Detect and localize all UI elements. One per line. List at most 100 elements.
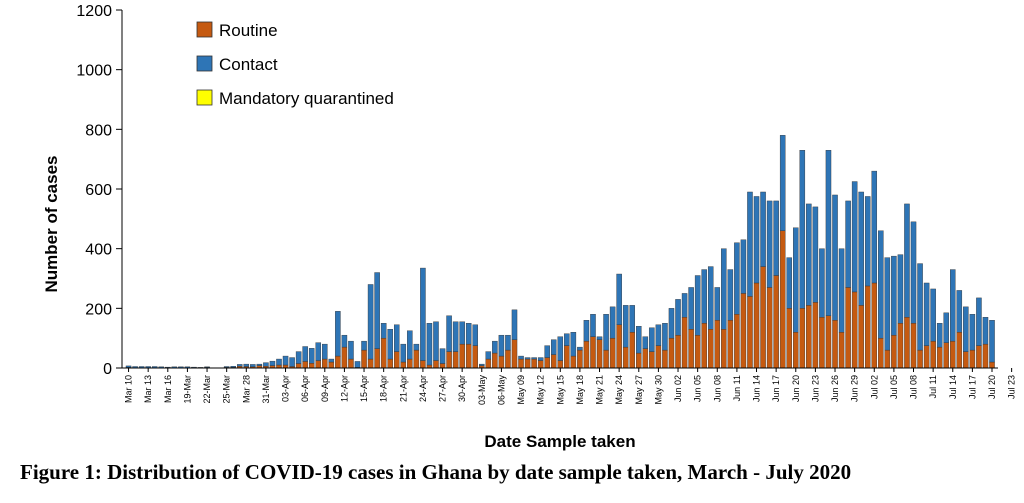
bar-segment-contact xyxy=(341,334,348,348)
bar-segment-routine xyxy=(969,349,976,369)
bar-segment-contact xyxy=(707,266,714,330)
bar-segment-routine xyxy=(413,349,420,369)
bar-segment-routine xyxy=(518,358,524,369)
x-tick-label: 06-Apr xyxy=(300,375,310,402)
bar-segment-contact xyxy=(596,336,603,340)
bar-segment-contact xyxy=(564,333,570,346)
bar-segment-contact xyxy=(982,317,989,345)
bar-segment-contact xyxy=(472,324,478,346)
bar-segment-routine xyxy=(452,351,459,369)
bar-segment-routine xyxy=(400,361,407,369)
bar-segment-contact xyxy=(492,340,498,354)
bar-segment-routine xyxy=(472,345,478,369)
bar-segment-routine xyxy=(740,293,747,369)
x-tick-label: Jun 29 xyxy=(850,375,860,402)
bar-segment-contact xyxy=(675,299,681,336)
bar-segment-contact xyxy=(570,332,577,357)
bar-segment-contact xyxy=(950,269,956,342)
bar-segment-routine xyxy=(459,343,465,369)
bar-segment-contact xyxy=(734,242,740,315)
bar-segment-contact xyxy=(367,284,374,360)
bar-segment-routine xyxy=(701,323,707,369)
legend: Routine Contact Mandatory quarantined xyxy=(196,21,394,108)
x-axis: Mar 10 Mar 13 Mar 16 19-Mar 22-Mar 25-Mar Mar … xyxy=(122,367,1017,405)
bar-segment-routine xyxy=(348,358,354,369)
bar-segment-contact xyxy=(583,320,590,342)
bar-segment-routine xyxy=(858,305,864,369)
bar-segment-contact xyxy=(976,297,982,346)
bar-segment-contact xyxy=(649,327,655,352)
bar-segment-contact xyxy=(936,323,943,348)
y-tick-label: 600 xyxy=(85,182,112,199)
bar-segment-routine xyxy=(596,339,603,369)
y-tick-label: 1000 xyxy=(76,63,112,80)
bar-segment-contact xyxy=(917,263,923,351)
x-tick-label: 30-Apr xyxy=(457,375,467,402)
y-tick-label: 200 xyxy=(85,301,112,318)
bar-segment-contact xyxy=(616,273,622,325)
bar-segment-routine xyxy=(485,358,492,369)
bar-segment-routine xyxy=(799,308,806,369)
x-tick-label: 18-Apr xyxy=(379,375,389,402)
bar-segment-contact xyxy=(694,275,701,336)
bar-segment-routine xyxy=(498,355,505,369)
bar-segment-routine xyxy=(570,355,577,369)
bar-segment-routine xyxy=(897,323,904,369)
bar-segment-routine xyxy=(838,332,845,369)
bar-segment-contact xyxy=(354,361,361,368)
bar-segment-contact xyxy=(413,343,420,351)
bar-segment-routine xyxy=(335,355,341,369)
bar-segment-contact xyxy=(380,323,387,339)
bar-segment-contact xyxy=(878,230,884,339)
bar-segment-contact xyxy=(276,358,282,366)
bar-segment-routine xyxy=(603,349,609,369)
bar-segment-contact xyxy=(295,351,302,364)
bar-segment-routine xyxy=(819,317,825,369)
bar-segment-contact xyxy=(322,343,328,360)
bar-segment-contact xyxy=(793,227,799,333)
bar-segment-contact xyxy=(904,203,910,318)
bar-segment-routine xyxy=(511,339,518,369)
bar-segment-contact xyxy=(897,254,904,324)
y-tick-label: 0 xyxy=(103,361,112,378)
bar-segment-routine xyxy=(590,336,596,369)
bar-segment-routine xyxy=(884,349,891,369)
bar-segment-contact xyxy=(590,314,596,337)
bar-segment-routine xyxy=(655,345,662,369)
bar-segment-routine xyxy=(550,354,557,369)
bar-segment-routine xyxy=(662,349,668,369)
bar-segment-contact xyxy=(531,357,537,360)
bar-segment-routine xyxy=(681,317,688,369)
bar-segment-contact xyxy=(655,324,662,346)
bar-segment-contact xyxy=(236,364,243,367)
bar-segment-contact xyxy=(544,345,550,358)
x-tick-label: 09-Apr xyxy=(320,375,330,402)
bar-segment-contact xyxy=(125,365,132,368)
bar-segment-contact xyxy=(256,363,263,366)
x-tick-label: Mar 28 xyxy=(241,375,251,403)
bar-segment-contact xyxy=(511,309,518,340)
x-tick-label: May 12 xyxy=(536,375,546,405)
bar-segment-contact xyxy=(851,181,858,293)
bar-segment-contact xyxy=(335,311,341,357)
bar-segment-contact xyxy=(328,358,335,363)
bar-segment-routine xyxy=(629,332,635,369)
bar-segment-contact xyxy=(446,315,452,352)
bar-segment-routine xyxy=(622,346,629,369)
bar-segment-routine xyxy=(760,266,766,369)
y-axis-title: Number of cases xyxy=(42,156,61,293)
x-tick-label: May 15 xyxy=(555,375,565,405)
bar-segment-contact xyxy=(636,326,642,354)
bar-segment-contact xyxy=(282,355,289,366)
bar-segment-routine xyxy=(864,285,871,369)
bar-segment-routine xyxy=(878,337,884,369)
bar-segment-routine xyxy=(950,340,956,369)
x-tick-label: Jun 26 xyxy=(830,375,840,402)
bar-segment-contact xyxy=(668,308,675,339)
bars-group xyxy=(125,135,995,369)
x-tick-label: May 09 xyxy=(516,375,526,405)
x-tick-label: 24-Apr xyxy=(418,375,428,402)
bar-segment-contact xyxy=(387,329,393,360)
y-tick-label: 400 xyxy=(85,242,112,259)
bar-segment-contact xyxy=(479,363,485,366)
